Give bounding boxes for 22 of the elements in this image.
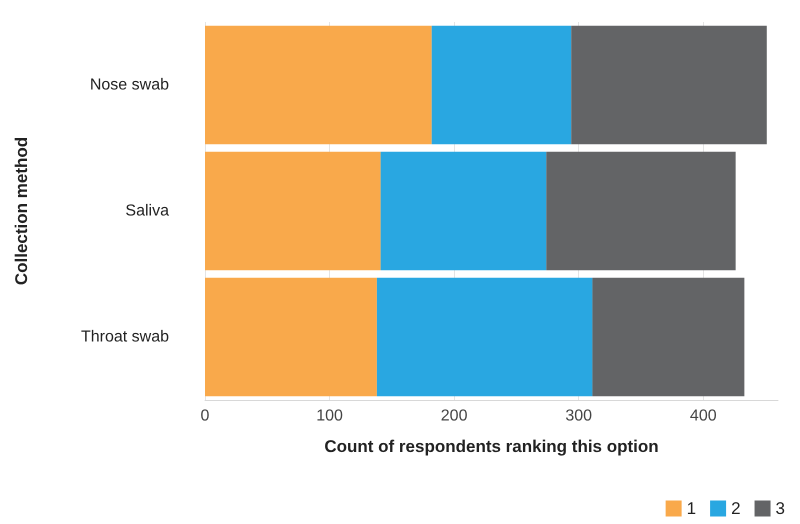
- legend-label: 3: [776, 499, 786, 518]
- bar: [205, 152, 381, 270]
- y-axis-title: Collection method: [12, 136, 31, 286]
- bar: [380, 152, 546, 270]
- bar: [546, 152, 736, 270]
- x-axis-title: Count of respondents ranking this option: [324, 437, 659, 456]
- x-tick-label: 400: [690, 408, 717, 424]
- x-tick-label: 300: [565, 408, 592, 424]
- bar: [205, 278, 377, 396]
- bar: [205, 26, 432, 144]
- bar: [571, 26, 767, 144]
- x-tick-label: 100: [316, 408, 344, 424]
- bar: [592, 278, 744, 396]
- y-tick-label: Nose swab: [90, 76, 170, 94]
- y-tick-label: Throat swab: [80, 328, 170, 346]
- y-tick-label: Saliva: [125, 202, 170, 220]
- bar: [376, 278, 592, 396]
- legend-label: 2: [731, 499, 741, 518]
- x-tick-label: 0: [200, 408, 210, 424]
- x-tick-label: 200: [440, 408, 468, 424]
- bar: [432, 26, 572, 144]
- legend-label: 1: [686, 499, 696, 518]
